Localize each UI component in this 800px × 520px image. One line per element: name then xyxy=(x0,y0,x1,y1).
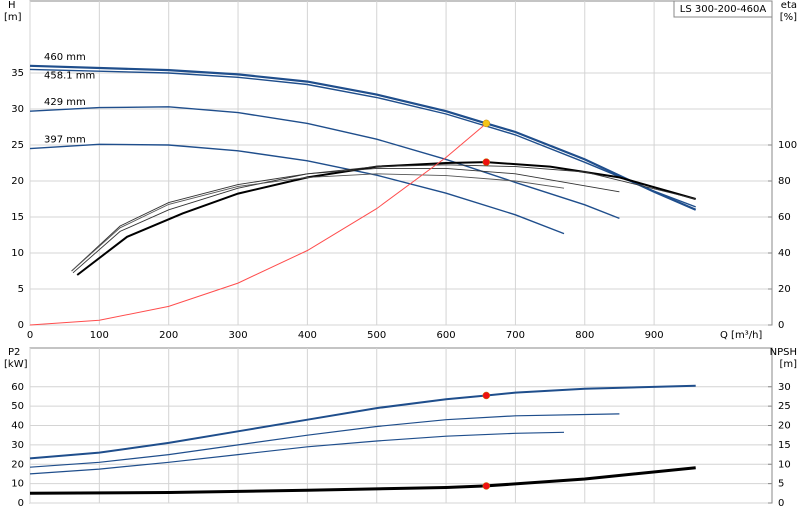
operating-point xyxy=(482,158,491,166)
y-tick-label: 10 xyxy=(11,479,24,490)
title-box xyxy=(673,0,773,18)
plot-frame xyxy=(29,0,773,326)
y2-tick-label: 20 xyxy=(778,421,791,432)
curve xyxy=(29,431,565,475)
x-tick-label: 300 xyxy=(228,330,247,341)
curve xyxy=(71,173,565,272)
curve xyxy=(29,466,696,495)
y-axis-unit: [kW] xyxy=(4,359,28,370)
y2-tick-label: 10 xyxy=(778,459,791,470)
x-tick-label: 800 xyxy=(575,330,594,341)
y-tick-label: 5 xyxy=(18,284,24,295)
y2-tick-label: 30 xyxy=(778,382,791,393)
y-tick-label: 35 xyxy=(11,68,24,79)
curve xyxy=(29,106,620,220)
x-tick-label: 200 xyxy=(159,330,178,341)
y-tick-label: 50 xyxy=(11,401,24,412)
y2-tick-label: 40 xyxy=(778,248,791,259)
y2-tick-label: 25 xyxy=(778,401,791,412)
x-axis-label: Q [m³/h] xyxy=(720,330,762,341)
x-tick-label: 0 xyxy=(27,330,33,341)
curve xyxy=(72,164,696,274)
x-tick-label: 900 xyxy=(645,330,664,341)
x-tick-label: 100 xyxy=(90,330,109,341)
y2-tick-label: 100 xyxy=(778,140,797,151)
y-tick-label: 0 xyxy=(18,320,24,331)
y2-tick-label: 0 xyxy=(778,320,784,331)
x-tick-label: 700 xyxy=(506,330,525,341)
operating-point xyxy=(482,391,491,400)
y2-tick-label: 80 xyxy=(778,176,791,187)
curve xyxy=(29,123,487,326)
operating-point xyxy=(482,482,491,490)
y2-tick-label: 20 xyxy=(778,284,791,295)
y-tick-label: 30 xyxy=(11,104,24,115)
operating-point xyxy=(482,119,491,128)
x-tick-label: 500 xyxy=(367,330,386,341)
y2-tick-label: 5 xyxy=(778,479,784,490)
chart-title: LS 300-200-460A xyxy=(680,4,767,15)
y-axis-label: P2 xyxy=(8,347,20,358)
curve-label: 397 mm xyxy=(44,135,86,146)
curve xyxy=(29,413,620,468)
y-tick-label: 60 xyxy=(11,382,24,393)
y-tick-label: 25 xyxy=(11,140,24,151)
y2-axis-unit: [m] xyxy=(779,359,797,370)
y2-axis-unit: [%] xyxy=(780,12,797,23)
y2-tick-label: 60 xyxy=(778,212,791,223)
y2-tick-label: 15 xyxy=(778,440,791,451)
curve xyxy=(29,64,697,211)
y-tick-label: 20 xyxy=(11,459,24,470)
y2-axis-label: eta xyxy=(781,0,797,11)
curve-label: 458.1 mm xyxy=(44,70,95,81)
y-tick-label: 10 xyxy=(11,248,24,259)
x-tick-label: 600 xyxy=(437,330,456,341)
y-axis-label: H xyxy=(8,0,16,11)
curve xyxy=(76,161,696,276)
curve-label: 429 mm xyxy=(44,97,86,108)
y-tick-label: 15 xyxy=(11,212,24,223)
y-tick-label: 30 xyxy=(11,440,24,451)
x-tick-label: 400 xyxy=(298,330,317,341)
curve-label: 460 mm xyxy=(44,52,86,63)
curve xyxy=(29,68,696,208)
y-axis-unit: [m] xyxy=(4,12,22,23)
curve xyxy=(71,167,620,272)
y2-tick-label: 0 xyxy=(778,498,784,509)
y-tick-label: 20 xyxy=(11,176,24,187)
y-tick-label: 0 xyxy=(18,498,24,509)
y2-axis-label: NPSH xyxy=(770,347,797,358)
curve xyxy=(29,143,565,235)
y-tick-label: 40 xyxy=(11,421,24,432)
curve xyxy=(29,384,696,460)
